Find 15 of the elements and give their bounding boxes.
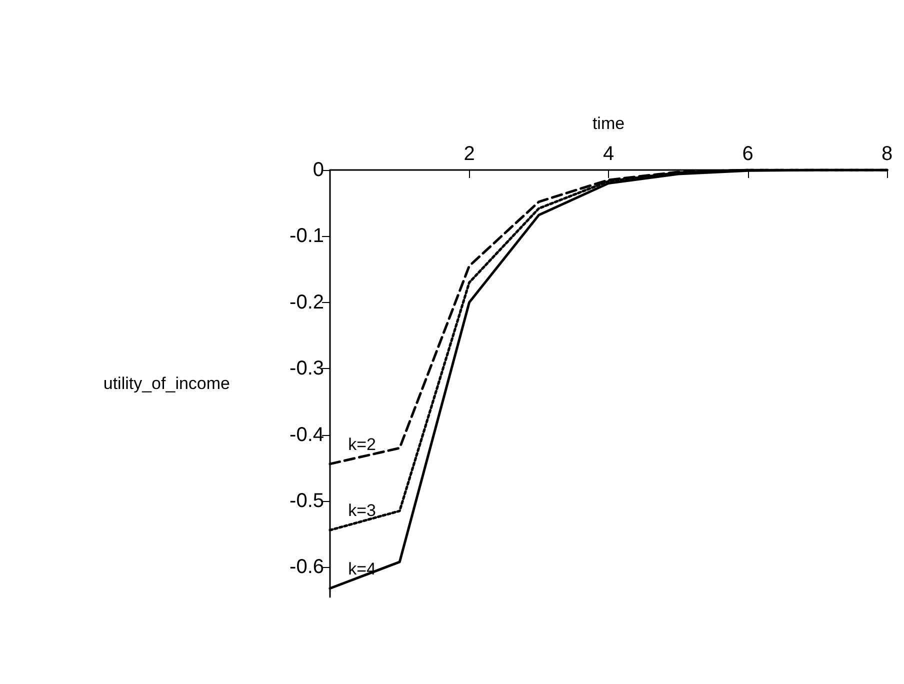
x-tick-label: 8 xyxy=(881,143,893,165)
y-tick-label: -0.1 xyxy=(290,225,324,248)
x-tick-label: 4 xyxy=(602,143,614,165)
x-tick-label: 6 xyxy=(742,143,754,165)
y-tick-label: -0.2 xyxy=(290,291,324,314)
y-tick-label: 0 xyxy=(312,159,324,181)
series-label: k=2 xyxy=(348,434,376,454)
x-axis-title: time xyxy=(592,114,625,133)
y-axis-title: utility_of_income xyxy=(103,374,230,393)
y-tick-label: -0.3 xyxy=(290,358,324,380)
y-tick-label: -0.5 xyxy=(290,490,324,512)
y-tick-label: -0.6 xyxy=(290,556,324,578)
x-tick-label: 2 xyxy=(464,143,475,165)
y-tick-label: -0.4 xyxy=(290,424,324,446)
series-label: k=3 xyxy=(348,501,376,520)
